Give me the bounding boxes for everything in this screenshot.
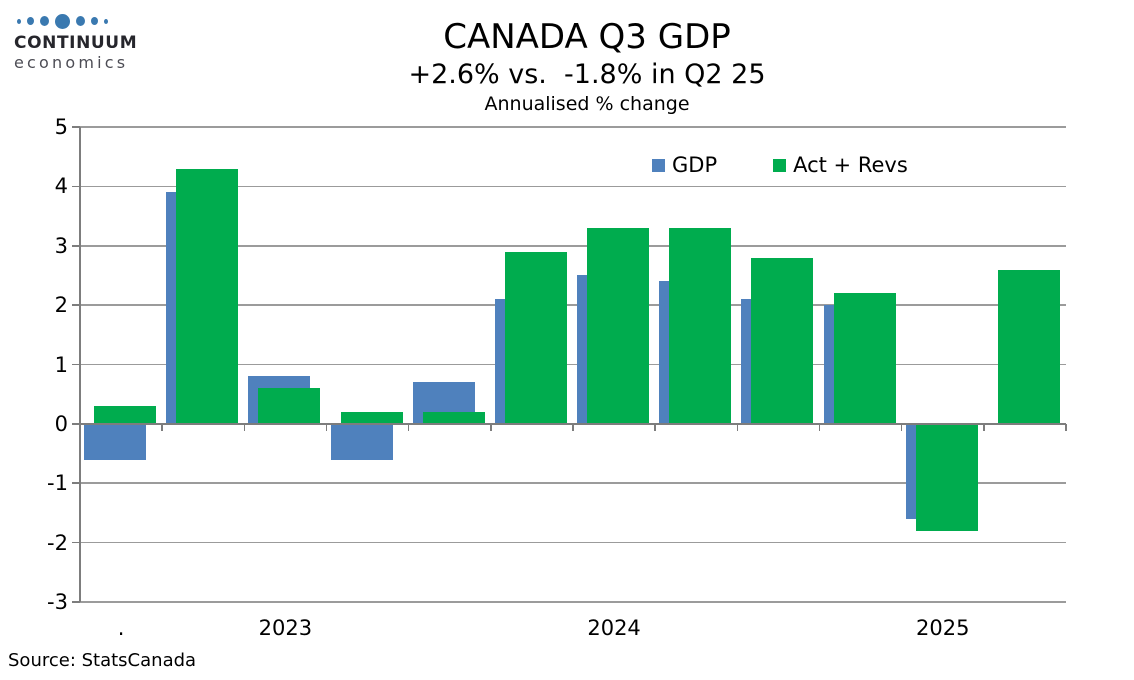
y-axis-line xyxy=(79,127,81,602)
category-tick xyxy=(900,423,903,431)
chart-subtitle: +2.6% vs. -1.8% in Q2 25 xyxy=(408,59,766,91)
logo-dot-icon xyxy=(27,17,34,25)
y-axis-label: 3 xyxy=(54,233,68,258)
bar-act-revs-7 xyxy=(587,227,649,424)
category-tick xyxy=(407,423,410,431)
gridline-1 xyxy=(80,363,1066,366)
logo-sub-text: economics xyxy=(14,53,129,72)
logo-dot-icon xyxy=(40,16,49,26)
y-axis-label: 1 xyxy=(54,352,68,377)
gridline-2 xyxy=(80,304,1066,306)
continuum-economics-logo: CONTINUUM economics xyxy=(14,12,144,72)
y-axis-tick xyxy=(72,185,80,188)
bar-act-revs-3 xyxy=(258,388,321,424)
bar-gdp-1 xyxy=(84,423,146,460)
logo-dot-icon xyxy=(104,18,108,24)
logo-brand-text: CONTINUUM xyxy=(14,33,138,53)
legend-swatch-act-revs-icon xyxy=(773,158,787,172)
bar-act-revs-2 xyxy=(176,168,239,424)
gridline--2 xyxy=(80,541,1066,544)
y-axis-label: -2 xyxy=(47,530,68,555)
legend-item-gdp: GDP xyxy=(652,153,717,177)
x-axis-label-2024: 2024 xyxy=(587,616,641,640)
x-axis-label-2025: 2025 xyxy=(916,616,970,640)
category-tick xyxy=(818,423,821,431)
y-axis-label: 4 xyxy=(54,174,68,199)
gridline-4 xyxy=(80,185,1066,188)
category-tick xyxy=(1065,423,1067,431)
bar-act-revs-11 xyxy=(915,423,978,531)
category-tick xyxy=(983,423,985,431)
logo-dot-icon xyxy=(76,16,85,26)
bar-act-revs-8 xyxy=(669,227,732,424)
y-axis-label: 5 xyxy=(54,115,68,139)
logo-dots-icon xyxy=(17,12,144,30)
bar-act-revs-1 xyxy=(94,406,156,424)
y-axis-tick xyxy=(72,126,80,128)
category-tick xyxy=(736,423,739,431)
y-axis-label: 0 xyxy=(54,411,68,436)
chart-title: CANADA Q3 GDP xyxy=(443,17,731,57)
legend-swatch-gdp-icon xyxy=(652,158,665,172)
category-tick xyxy=(490,423,492,431)
logo-dot-icon xyxy=(91,17,98,25)
category-tick xyxy=(161,423,163,431)
y-axis-label: -3 xyxy=(47,590,68,614)
gridline-3 xyxy=(80,244,1066,247)
bar-act-revs-6 xyxy=(504,251,567,424)
y-axis-tick xyxy=(72,541,80,544)
legend-label-act-revs: Act + Revs xyxy=(793,153,908,177)
gridline-5 xyxy=(80,126,1066,128)
chart-axis-note: Annualised % change xyxy=(484,93,690,116)
y-axis-tick xyxy=(72,244,80,247)
bar-act-revs-5 xyxy=(422,412,485,424)
gridline--1 xyxy=(80,482,1066,485)
x-axis-label-2023: 2023 xyxy=(258,616,313,640)
legend-label-gdp: GDP xyxy=(672,153,718,177)
logo-dot-icon xyxy=(17,18,21,24)
category-tick xyxy=(243,423,246,431)
chart-titles: CANADA Q3 GDP +2.6% vs. -1.8% in Q2 25 A… xyxy=(40,17,1134,116)
x-axis-zero-line xyxy=(80,422,1066,425)
category-tick xyxy=(654,423,656,431)
y-axis-tick xyxy=(72,601,80,603)
bar-act-revs-9 xyxy=(751,257,814,424)
bar-act-revs-4 xyxy=(340,412,403,424)
y-axis-tick xyxy=(72,304,80,306)
gridline--3 xyxy=(80,601,1066,603)
bar-gdp-4 xyxy=(330,423,393,460)
category-tick xyxy=(325,423,328,431)
bar-act-revs-10 xyxy=(833,293,896,424)
legend-item-act-revs: Act + Revs xyxy=(773,153,908,177)
logo-dot-icon xyxy=(55,13,70,29)
category-tick xyxy=(572,423,574,431)
bar-act-revs-12 xyxy=(997,269,1060,424)
x-axis-label-: . xyxy=(117,616,125,640)
category-tick xyxy=(79,423,81,431)
y-axis-tick xyxy=(72,363,80,366)
chart-legend: GDP Act + Revs xyxy=(652,153,908,177)
y-axis-tick xyxy=(72,423,80,425)
y-axis-label: -1 xyxy=(47,471,68,496)
source-note: Source: StatsCanada xyxy=(8,650,197,671)
y-axis-label: 2 xyxy=(54,293,68,318)
y-axis-tick xyxy=(72,482,80,485)
